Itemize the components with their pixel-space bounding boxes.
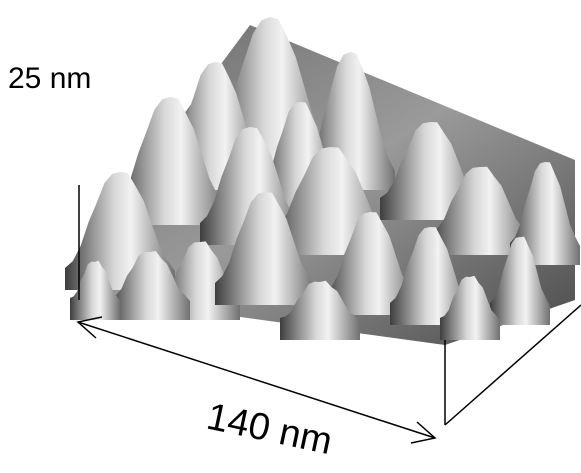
width-label: 140 nm bbox=[203, 396, 336, 463]
height-label: 25 nm bbox=[8, 62, 91, 95]
arrow-head bbox=[78, 317, 102, 338]
afm-figure: 25 nm 140 nm bbox=[0, 0, 581, 473]
arrow-head bbox=[411, 422, 435, 443]
surface bbox=[65, 17, 580, 345]
